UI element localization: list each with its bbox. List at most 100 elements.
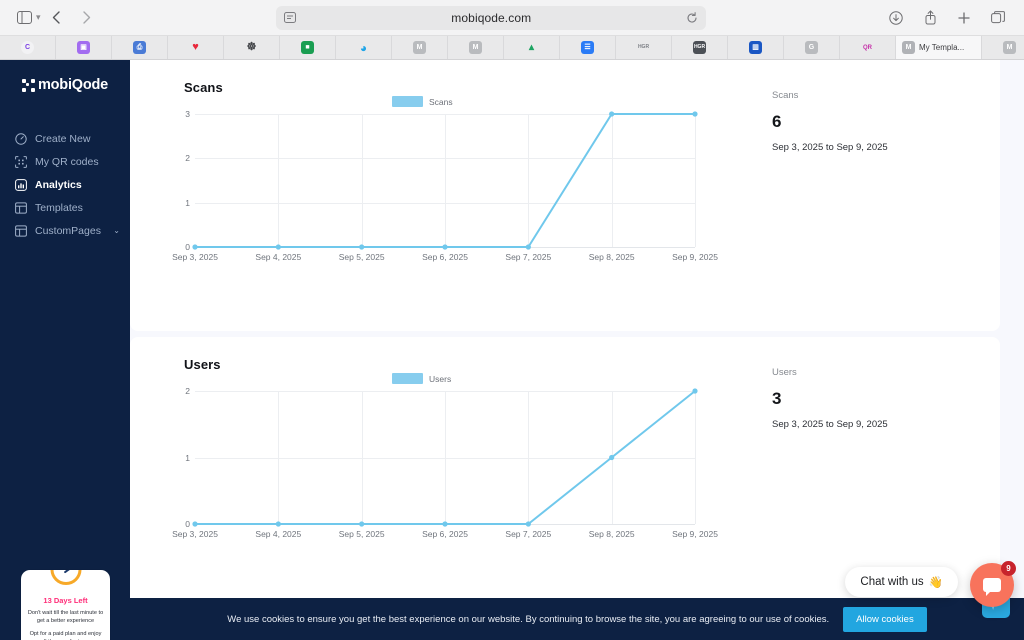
sidebar-nav: Create New My QR codes Analytics	[0, 127, 130, 242]
toolbar-right-group	[882, 6, 1024, 30]
x-axis-tick-label: Sep 6, 2025	[422, 529, 468, 539]
tab-sheets[interactable]: ■	[280, 36, 336, 59]
sidebar-item-custompages[interactable]: CustomPages ⌄	[0, 219, 130, 242]
tab-my-templates[interactable]: M My Templa...	[896, 36, 982, 59]
sidebar: mobiQode Create New My QR codes	[0, 60, 130, 640]
data-point[interactable]	[525, 521, 531, 527]
x-axis-tick-label: Sep 7, 2025	[505, 252, 552, 262]
scans-card-title: Scans	[184, 80, 223, 95]
chevron-down-icon[interactable]: ▾	[36, 12, 41, 22]
tab-photos[interactable]: ▣	[56, 36, 112, 59]
data-point[interactable]	[609, 454, 615, 461]
data-point[interactable]	[692, 388, 698, 394]
data-point[interactable]	[192, 521, 198, 527]
sidebar-item-templates[interactable]: Templates	[0, 196, 130, 219]
gridline-vertical	[361, 391, 363, 524]
reload-icon[interactable]	[686, 11, 698, 24]
data-point[interactable]	[275, 244, 281, 250]
brand-name: mobiQode	[37, 77, 109, 93]
tab-copilot[interactable]: C	[0, 36, 56, 59]
legend-swatch	[392, 373, 423, 384]
page-body: mobiQode Create New My QR codes	[0, 60, 1024, 640]
x-axis-tick-label: Sep 4, 2025	[255, 252, 302, 262]
x-axis-tick-label: Sep 4, 2025	[255, 529, 302, 539]
chat-bubble[interactable]: Chat with us 👋	[845, 567, 958, 597]
browser-toolbar: ▾ mobiqode.com	[0, 0, 1024, 36]
tab-m-3[interactable]: M	[982, 36, 1024, 59]
scans-stat-range: Sep 3, 2025 to Sep 9, 2025	[772, 142, 888, 153]
tab-favorite[interactable]: ♥	[168, 36, 224, 59]
sidebar-item-label: CustomPages	[35, 224, 101, 237]
scans-plot-area: 0 1 2 3 Sep 3, 2025 Sep 4, 2025 Sep 5, 2025 Sep…	[172, 109, 718, 262]
downloads-icon[interactable]	[882, 6, 910, 30]
data-point[interactable]	[275, 521, 281, 527]
allow-cookies-button[interactable]: Allow cookies	[843, 606, 927, 632]
sidebar-item-create-new[interactable]: Create New	[0, 127, 130, 150]
cookie-banner: We use cookies to ensure you get the bes…	[130, 598, 1024, 640]
data-point[interactable]	[359, 244, 365, 250]
sidebar-item-label: Analytics	[35, 178, 82, 191]
tab-overview-icon[interactable]	[984, 6, 1012, 30]
tab-favicon-gear: ☸	[246, 41, 257, 53]
data-point[interactable]	[525, 244, 531, 250]
x-axis-tick-label: Sep 3, 2025	[172, 529, 218, 539]
new-tab-icon[interactable]	[950, 6, 978, 30]
tab-drive[interactable]: ▴	[504, 36, 560, 59]
gridline-vertical	[611, 114, 613, 247]
back-arrow-icon[interactable]	[43, 6, 71, 30]
tab-favicon-copilot: C	[21, 41, 34, 54]
tab-m-1[interactable]: M	[392, 36, 448, 59]
layout-icon	[14, 224, 27, 237]
series-line	[194, 113, 696, 248]
url-text: mobiqode.com	[451, 10, 532, 25]
sidebar-item-analytics[interactable]: Analytics	[0, 173, 130, 196]
tab-hgr-2[interactable]: HGR	[672, 36, 728, 59]
users-legend: Users	[392, 373, 451, 384]
chat-bubble-text: Chat with us	[860, 576, 924, 588]
x-axis-tick-label: Sep 5, 2025	[338, 529, 385, 539]
x-axis-tick-label: Sep 7, 2025	[505, 529, 552, 539]
reader-view-icon[interactable]	[284, 12, 297, 23]
scans-stat-value: 6	[772, 112, 782, 131]
sidebar-toggle-icon[interactable]	[10, 6, 38, 30]
tab-printer[interactable]: ⎙	[112, 36, 168, 59]
promo-line-1: Don't wait till the last minute to get a…	[27, 610, 104, 625]
data-point[interactable]	[692, 111, 698, 117]
users-card: Users Users 0 1 2 Sep 3, 2025 Sep 4, 2025 Sep…	[130, 337, 1000, 640]
gridline-vertical	[528, 114, 530, 247]
promo-title: 13 Days Left	[43, 596, 88, 605]
scans-plot: 0 1 2 3 Sep 3, 2025 Sep 4, 2025 Sep 5, 2025 Sep…	[170, 109, 718, 264]
data-point[interactable]	[359, 521, 365, 527]
tab-favicon-m2: M	[469, 41, 482, 54]
data-point[interactable]	[609, 111, 615, 117]
tab-favicon-m1: M	[413, 41, 426, 54]
data-point[interactable]	[192, 244, 198, 250]
brand-logo[interactable]: mobiQode	[0, 77, 130, 93]
data-point[interactable]	[442, 244, 448, 250]
tab-qr[interactable]: QR	[840, 36, 896, 59]
forward-arrow-icon[interactable]	[73, 6, 101, 30]
users-plot-area: 0 1 2 Sep 3, 2025 Sep 4, 2025 Sep 5, 2025 Sep …	[172, 386, 718, 539]
tab-settings[interactable]: ☸	[224, 36, 280, 59]
tab-loading[interactable]: ◕	[336, 36, 392, 59]
wave-hand-icon: 👋	[928, 577, 943, 589]
chevron-down-icon[interactable]: ⌄	[113, 226, 120, 235]
tab-g[interactable]: G	[784, 36, 840, 59]
share-icon[interactable]	[916, 6, 944, 30]
tab-docs[interactable]: ☰	[560, 36, 616, 59]
tab-hgr-1[interactable]: HGR	[616, 36, 672, 59]
tab-favicon-qr: QR	[863, 44, 872, 51]
gridline-vertical	[695, 391, 696, 524]
sidebar-item-my-qr-codes[interactable]: My QR codes	[0, 150, 130, 173]
tab-m-2[interactable]: M	[448, 36, 504, 59]
chat-launcher-button[interactable]: 9	[970, 561, 1016, 607]
data-point[interactable]	[442, 521, 448, 527]
main-content: Scans Scans 0 1 2 3 Sep 3, 2025 Sep 4, 2025 Se…	[130, 60, 1024, 640]
qr-code-icon	[14, 155, 27, 168]
tab-favicon-docs: ☰	[581, 41, 594, 54]
tab-trello[interactable]: ▥	[728, 36, 784, 59]
tab-favicon-loading: ◕	[359, 40, 368, 55]
scans-chart: Scans 0 1 2 3 Sep 3, 2025 Sep 4, 2025 Sep 5, 2…	[170, 96, 718, 311]
address-bar[interactable]: mobiqode.com	[276, 5, 707, 30]
users-stat-value: 3	[772, 389, 782, 408]
